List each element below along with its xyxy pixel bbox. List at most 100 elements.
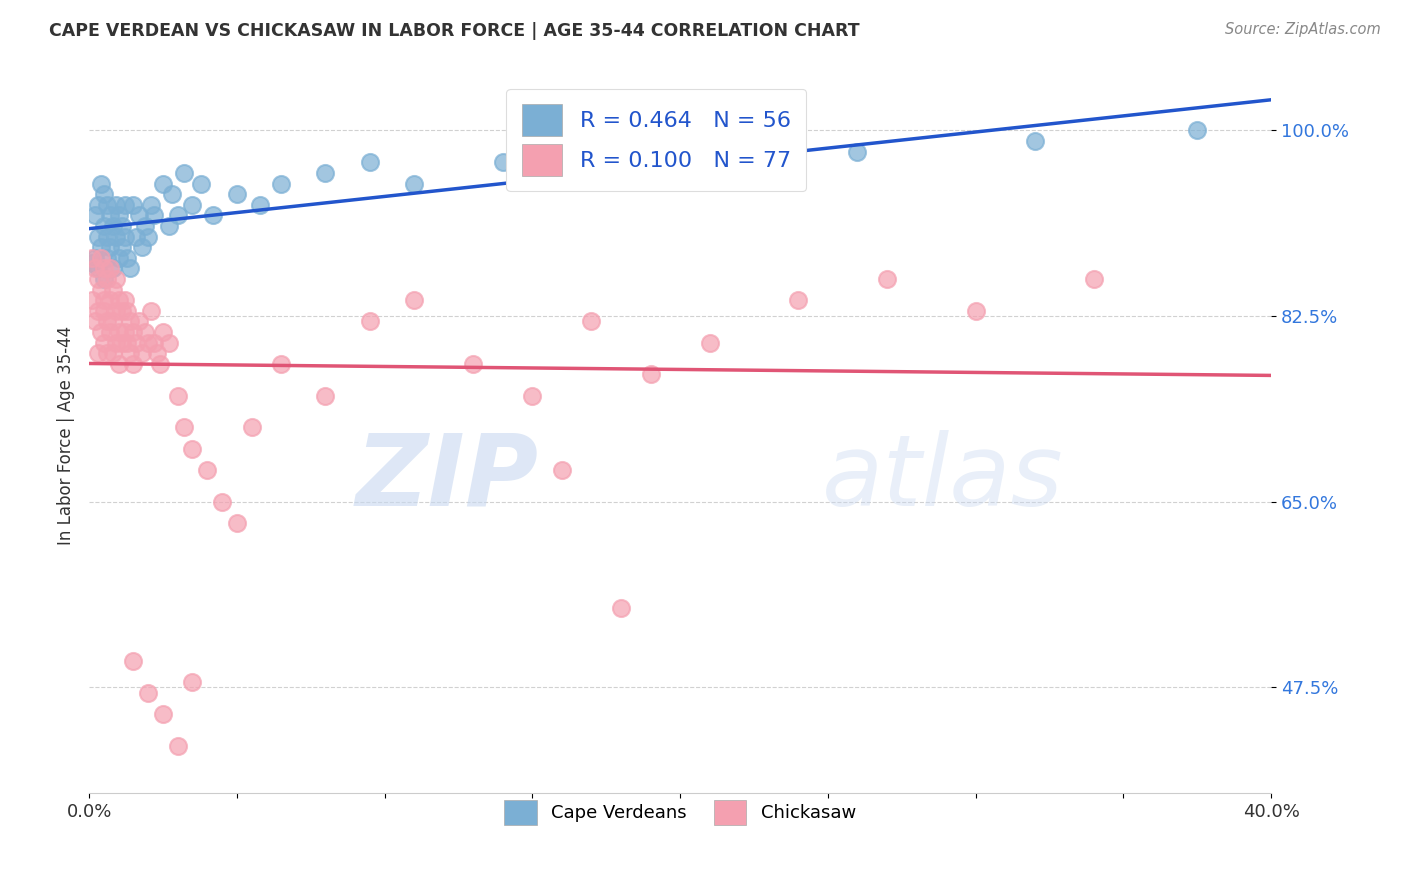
Point — [93, 261, 115, 276]
Point — [104, 197, 127, 211]
Text: Source: ZipAtlas.com: Source: ZipAtlas.com — [1225, 22, 1381, 37]
Point — [173, 420, 195, 434]
Point — [143, 208, 166, 222]
Point — [166, 208, 188, 222]
Point — [149, 357, 172, 371]
Point — [166, 389, 188, 403]
Point — [314, 389, 336, 403]
Point — [107, 208, 129, 222]
Point — [157, 219, 180, 233]
Point — [131, 240, 153, 254]
Point — [125, 229, 148, 244]
Point — [249, 197, 271, 211]
Point — [114, 229, 136, 244]
Point — [87, 346, 110, 360]
Point — [84, 314, 107, 328]
Point — [87, 272, 110, 286]
Point — [107, 251, 129, 265]
Point — [131, 346, 153, 360]
Point — [80, 293, 103, 308]
Point — [190, 177, 212, 191]
Point — [404, 293, 426, 308]
Point — [98, 325, 121, 339]
Point — [202, 208, 225, 222]
Point — [134, 219, 156, 233]
Point — [96, 346, 118, 360]
Point — [117, 303, 139, 318]
Point — [136, 229, 159, 244]
Point — [522, 389, 544, 403]
Point — [173, 166, 195, 180]
Point — [195, 463, 218, 477]
Point — [787, 293, 810, 308]
Point — [359, 155, 381, 169]
Point — [1024, 134, 1046, 148]
Point — [104, 303, 127, 318]
Point — [581, 166, 603, 180]
Point — [104, 335, 127, 350]
Point — [93, 303, 115, 318]
Point — [640, 368, 662, 382]
Point — [143, 335, 166, 350]
Point — [117, 335, 139, 350]
Point — [699, 335, 721, 350]
Point — [90, 177, 112, 191]
Point — [87, 261, 110, 276]
Point — [93, 293, 115, 308]
Point — [84, 251, 107, 265]
Point — [139, 303, 162, 318]
Point — [211, 494, 233, 508]
Point — [610, 600, 633, 615]
Point — [125, 335, 148, 350]
Text: ZIP: ZIP — [356, 430, 538, 527]
Point — [122, 325, 145, 339]
Point — [87, 229, 110, 244]
Y-axis label: In Labor Force | Age 35-44: In Labor Force | Age 35-44 — [58, 326, 75, 545]
Point — [270, 357, 292, 371]
Point — [101, 283, 124, 297]
Point — [122, 197, 145, 211]
Point — [98, 240, 121, 254]
Point — [114, 325, 136, 339]
Point — [134, 325, 156, 339]
Point — [136, 685, 159, 699]
Point — [93, 219, 115, 233]
Point — [240, 420, 263, 434]
Point — [157, 335, 180, 350]
Point — [699, 155, 721, 169]
Point — [110, 335, 132, 350]
Point — [270, 177, 292, 191]
Point — [96, 314, 118, 328]
Point — [117, 251, 139, 265]
Point — [93, 272, 115, 286]
Point — [84, 261, 107, 276]
Point — [152, 325, 174, 339]
Point — [87, 197, 110, 211]
Point — [107, 325, 129, 339]
Point — [98, 208, 121, 222]
Point — [314, 166, 336, 180]
Point — [551, 463, 574, 477]
Point — [104, 272, 127, 286]
Point — [146, 346, 169, 360]
Point — [96, 229, 118, 244]
Point — [492, 155, 515, 169]
Point — [463, 357, 485, 371]
Point — [98, 261, 121, 276]
Point — [110, 303, 132, 318]
Point — [107, 293, 129, 308]
Point — [84, 208, 107, 222]
Point — [93, 187, 115, 202]
Point — [128, 208, 150, 222]
Point — [90, 283, 112, 297]
Text: atlas: atlas — [823, 430, 1063, 527]
Point — [160, 187, 183, 202]
Point — [101, 346, 124, 360]
Point — [404, 177, 426, 191]
Point — [120, 261, 142, 276]
Point — [120, 346, 142, 360]
Legend: Cape Verdeans, Chickasaw: Cape Verdeans, Chickasaw — [495, 791, 865, 834]
Point — [101, 261, 124, 276]
Point — [846, 145, 869, 159]
Point — [110, 240, 132, 254]
